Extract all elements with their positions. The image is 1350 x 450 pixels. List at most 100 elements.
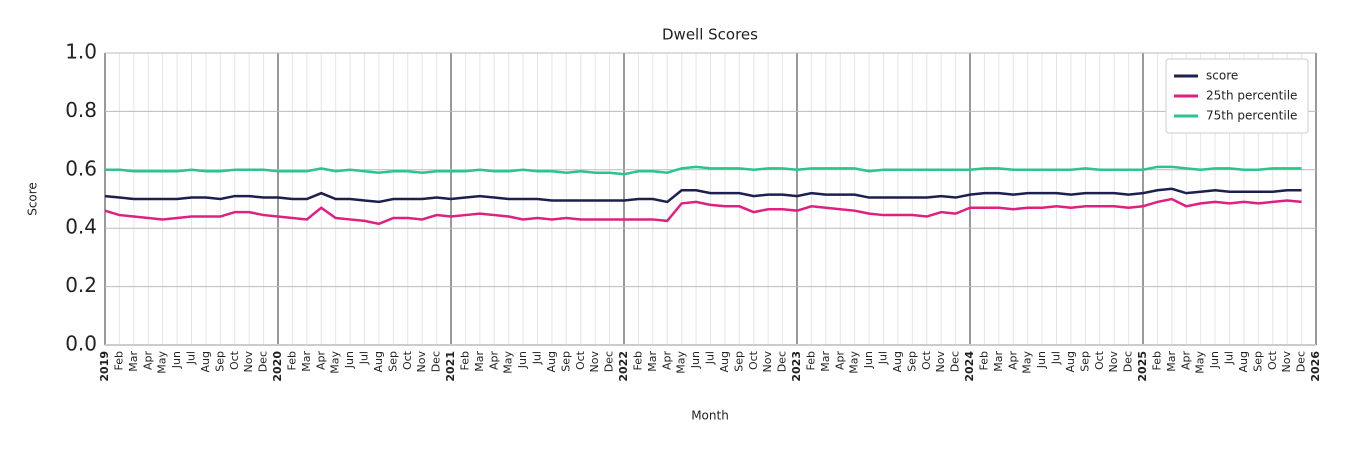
x-tick-label: Apr [660, 351, 673, 371]
x-tick-label: Mar [1165, 351, 1178, 372]
x-tick-label: May [329, 351, 342, 374]
x-tick-label: 2021 [444, 351, 457, 382]
x-tick-label: Mar [473, 351, 486, 372]
x-tick-label: Aug [545, 351, 558, 372]
x-tick-label: Sep [905, 351, 918, 372]
x-tick-label: Jun [689, 351, 702, 369]
x-tick-label: Oct [401, 350, 414, 370]
x-tick-label: May [502, 351, 515, 374]
x-tick-label: Jul [704, 351, 717, 365]
x-tick-label: Feb [977, 351, 990, 370]
series-line [104, 197, 1302, 226]
x-tick-label: Oct [747, 350, 760, 370]
x-tick-label: Mar [992, 351, 1005, 372]
x-tick-label: May [1021, 351, 1034, 374]
x-tick-label: Oct [574, 350, 587, 370]
x-tick-label: Sep [559, 351, 572, 372]
x-tick-label: Apr [1006, 351, 1019, 371]
series-line [104, 187, 1302, 204]
x-tick-label: Aug [372, 351, 385, 372]
x-tick-label: Sep [1251, 351, 1264, 372]
x-tick-label: Apr [1179, 351, 1192, 371]
x-tick-label: Jun [862, 351, 875, 369]
x-tick-label: Apr [833, 351, 846, 371]
x-tick-label: May [156, 351, 169, 374]
x-tick-label: Apr [487, 351, 500, 371]
x-tick-label: Feb [458, 351, 471, 370]
x-tick-label: Dec [776, 351, 789, 372]
x-tick-label: 2019 [98, 351, 111, 382]
y-tick-label: 0.6 [65, 156, 97, 180]
y-axis-label: Score [26, 182, 40, 216]
x-tick-label: Mar [127, 351, 140, 372]
x-tick-label: May [675, 351, 688, 374]
series-line [105, 165, 1302, 176]
x-tick-label: Jun [343, 351, 356, 369]
x-axis-label: Month [691, 409, 729, 423]
x-tick-label: Feb [1150, 351, 1163, 370]
x-tick-label: Nov [242, 351, 255, 373]
x-tick-label: Dec [430, 351, 443, 372]
x-tick-label: Nov [761, 351, 774, 373]
x-tick-label: Jun [516, 351, 529, 369]
x-tick-label: Oct [1266, 350, 1279, 370]
x-tick-label: Jul [1050, 351, 1063, 365]
x-tick-label: Oct [920, 350, 933, 370]
x-tick-label: Sep [386, 351, 399, 372]
x-tick-label: Feb [631, 351, 644, 370]
x-tick-label: Aug [1064, 351, 1077, 372]
x-tick-label: Jul [531, 351, 544, 365]
x-tick-label: 2024 [963, 351, 976, 382]
x-tick-label: Nov [1107, 351, 1120, 373]
x-tick-label: Aug [1237, 351, 1250, 372]
x-tick-label: Aug [891, 351, 904, 372]
y-tick-label: 0.8 [65, 98, 97, 122]
legend-box [1165, 58, 1309, 134]
x-tick-label: May [1194, 351, 1207, 374]
x-tick-label: 2026 [1309, 351, 1322, 382]
y-tick-label: 1.0 [65, 40, 97, 64]
x-tick-label: Jun [170, 351, 183, 369]
x-tick-label: Jul [1223, 351, 1236, 365]
legend-label: 75th percentile [1206, 109, 1297, 123]
x-tick-label: 2020 [271, 351, 284, 382]
x-tick-label: Aug [718, 351, 731, 372]
x-tick-label: Jul [358, 351, 371, 365]
x-tick-label: Nov [588, 351, 601, 373]
x-tick-label: Dec [257, 351, 270, 372]
x-tick-label: Nov [415, 351, 428, 373]
x-tick-label: Oct [1093, 350, 1106, 370]
chart-title: Dwell Scores [662, 26, 758, 44]
x-tick-label: Feb [804, 351, 817, 370]
x-tick-label: Aug [199, 351, 212, 372]
x-tick-label: Apr [141, 351, 154, 371]
x-tick-label: Sep [732, 351, 745, 372]
x-tick-label: 2025 [1136, 351, 1149, 382]
legend-label: 25th percentile [1206, 89, 1297, 103]
x-tick-label: Mar [819, 351, 832, 372]
x-tick-label: Dec [949, 351, 962, 372]
x-tick-label: Oct [228, 350, 241, 370]
x-tick-label: Dec [1295, 351, 1308, 372]
x-tick-label: Dec [603, 351, 616, 372]
x-tick-label: Feb [112, 351, 125, 370]
x-tick-label: Sep [1078, 351, 1091, 372]
x-tick-label: Sep [213, 351, 226, 372]
y-tick-label: 0.2 [65, 273, 97, 297]
x-tick-label: 2023 [790, 351, 803, 382]
x-tick-label: Feb [285, 351, 298, 370]
y-tick-label: 0.4 [65, 215, 97, 239]
x-tick-label: Nov [934, 351, 947, 373]
x-tick-label: Mar [300, 351, 313, 372]
x-tick-label: Jul [877, 351, 890, 365]
legend-label: score [1206, 69, 1238, 83]
x-tick-label: Mar [646, 351, 659, 372]
y-tick-label: 0.0 [65, 332, 97, 356]
x-tick-label: Jul [185, 351, 198, 365]
x-tick-label: May [848, 351, 861, 374]
x-tick-label: Nov [1280, 351, 1293, 373]
x-tick-label: Apr [314, 351, 327, 371]
x-tick-label: Jun [1208, 351, 1221, 369]
x-tick-label: Jun [1035, 351, 1048, 369]
